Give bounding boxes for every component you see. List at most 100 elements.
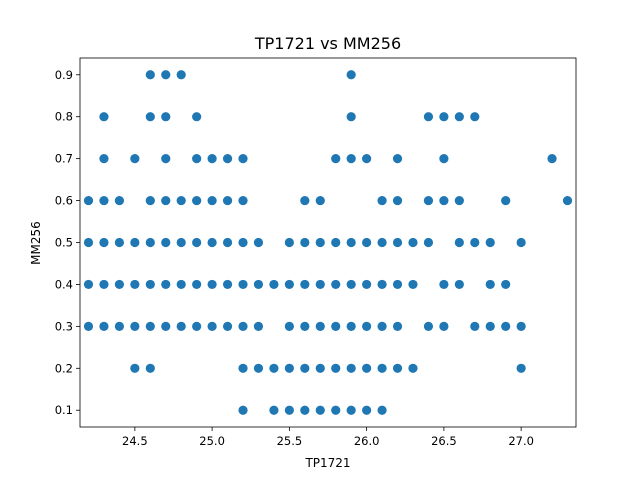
- data-point: [346, 405, 356, 415]
- data-point: [207, 237, 217, 248]
- data-point: [362, 405, 372, 415]
- data-point: [454, 195, 464, 206]
- data-point: [516, 237, 526, 248]
- data-point: [145, 195, 155, 206]
- data-point: [99, 237, 109, 248]
- data-point: [346, 112, 356, 122]
- data-point: [161, 70, 171, 80]
- data-point: [99, 154, 109, 164]
- data-point: [269, 363, 279, 373]
- data-point: [315, 363, 325, 373]
- data-point: [362, 279, 372, 290]
- data-point: [485, 237, 495, 248]
- data-point: [439, 154, 449, 164]
- data-point: [222, 279, 233, 290]
- data-point: [238, 237, 248, 248]
- x-axis-label: TP1721: [304, 456, 350, 470]
- data-point: [439, 112, 449, 122]
- data-point: [161, 279, 171, 290]
- data-point: [516, 321, 526, 331]
- data-point: [114, 321, 124, 331]
- data-point: [408, 279, 418, 290]
- y-tick-label: 0.6: [55, 194, 73, 208]
- y-tick-label: 0.4: [55, 277, 73, 291]
- data-point: [253, 363, 264, 373]
- data-point: [161, 237, 171, 248]
- data-point: [238, 279, 248, 290]
- data-point: [346, 70, 356, 80]
- data-point: [192, 279, 202, 290]
- data-points: [83, 70, 573, 415]
- data-point: [238, 321, 248, 331]
- data-point: [145, 237, 155, 248]
- data-point: [392, 363, 403, 373]
- data-point: [83, 321, 94, 331]
- data-point: [130, 363, 140, 373]
- data-point: [207, 279, 217, 290]
- y-tick-label: 0.3: [55, 319, 73, 333]
- data-point: [176, 279, 186, 290]
- data-point: [470, 237, 480, 248]
- data-point: [192, 112, 202, 122]
- data-point: [145, 363, 155, 373]
- data-point: [423, 195, 434, 206]
- data-point: [362, 154, 372, 164]
- data-point: [346, 321, 356, 331]
- y-tick-label: 0.7: [55, 152, 73, 166]
- data-point: [547, 154, 557, 164]
- data-point: [284, 237, 294, 248]
- data-point: [392, 195, 403, 206]
- data-point: [145, 70, 155, 80]
- data-point: [408, 237, 418, 248]
- y-tick-label: 0.5: [55, 236, 73, 250]
- data-point: [377, 195, 387, 206]
- y-tick-label: 0.9: [55, 68, 73, 82]
- data-point: [300, 195, 310, 206]
- data-point: [114, 279, 124, 290]
- x-tick-label: 26.5: [431, 434, 457, 448]
- data-point: [315, 279, 325, 290]
- data-point: [377, 279, 387, 290]
- data-point: [300, 279, 310, 290]
- data-point: [238, 154, 248, 164]
- data-point: [192, 321, 202, 331]
- data-point: [145, 321, 155, 331]
- x-tick-label: 24.5: [122, 434, 148, 448]
- data-point: [284, 279, 294, 290]
- data-point: [439, 321, 449, 331]
- data-point: [501, 195, 511, 206]
- data-point: [423, 321, 434, 331]
- data-point: [315, 237, 325, 248]
- data-point: [130, 237, 140, 248]
- x-tick-label: 27.0: [508, 434, 534, 448]
- data-point: [485, 279, 495, 290]
- x-tick-label: 25.5: [277, 434, 303, 448]
- x-tick-label: 25.0: [199, 434, 225, 448]
- data-point: [222, 321, 233, 331]
- y-tick-label: 0.8: [55, 110, 73, 124]
- data-point: [501, 279, 511, 290]
- data-point: [238, 363, 248, 373]
- data-point: [253, 237, 264, 248]
- y-tick-label: 0.1: [55, 403, 73, 417]
- data-point: [130, 321, 140, 331]
- data-point: [454, 112, 464, 122]
- data-point: [99, 112, 109, 122]
- data-point: [207, 195, 217, 206]
- data-point: [331, 321, 341, 331]
- data-point: [408, 363, 418, 373]
- data-point: [300, 405, 310, 415]
- data-point: [207, 321, 217, 331]
- data-point: [362, 237, 372, 248]
- data-point: [315, 195, 325, 206]
- data-point: [454, 279, 464, 290]
- data-point: [346, 237, 356, 248]
- data-point: [300, 237, 310, 248]
- data-point: [439, 279, 449, 290]
- x-tick-label: 26.0: [354, 434, 380, 448]
- data-point: [222, 237, 233, 248]
- data-point: [331, 279, 341, 290]
- data-point: [346, 154, 356, 164]
- data-point: [253, 279, 264, 290]
